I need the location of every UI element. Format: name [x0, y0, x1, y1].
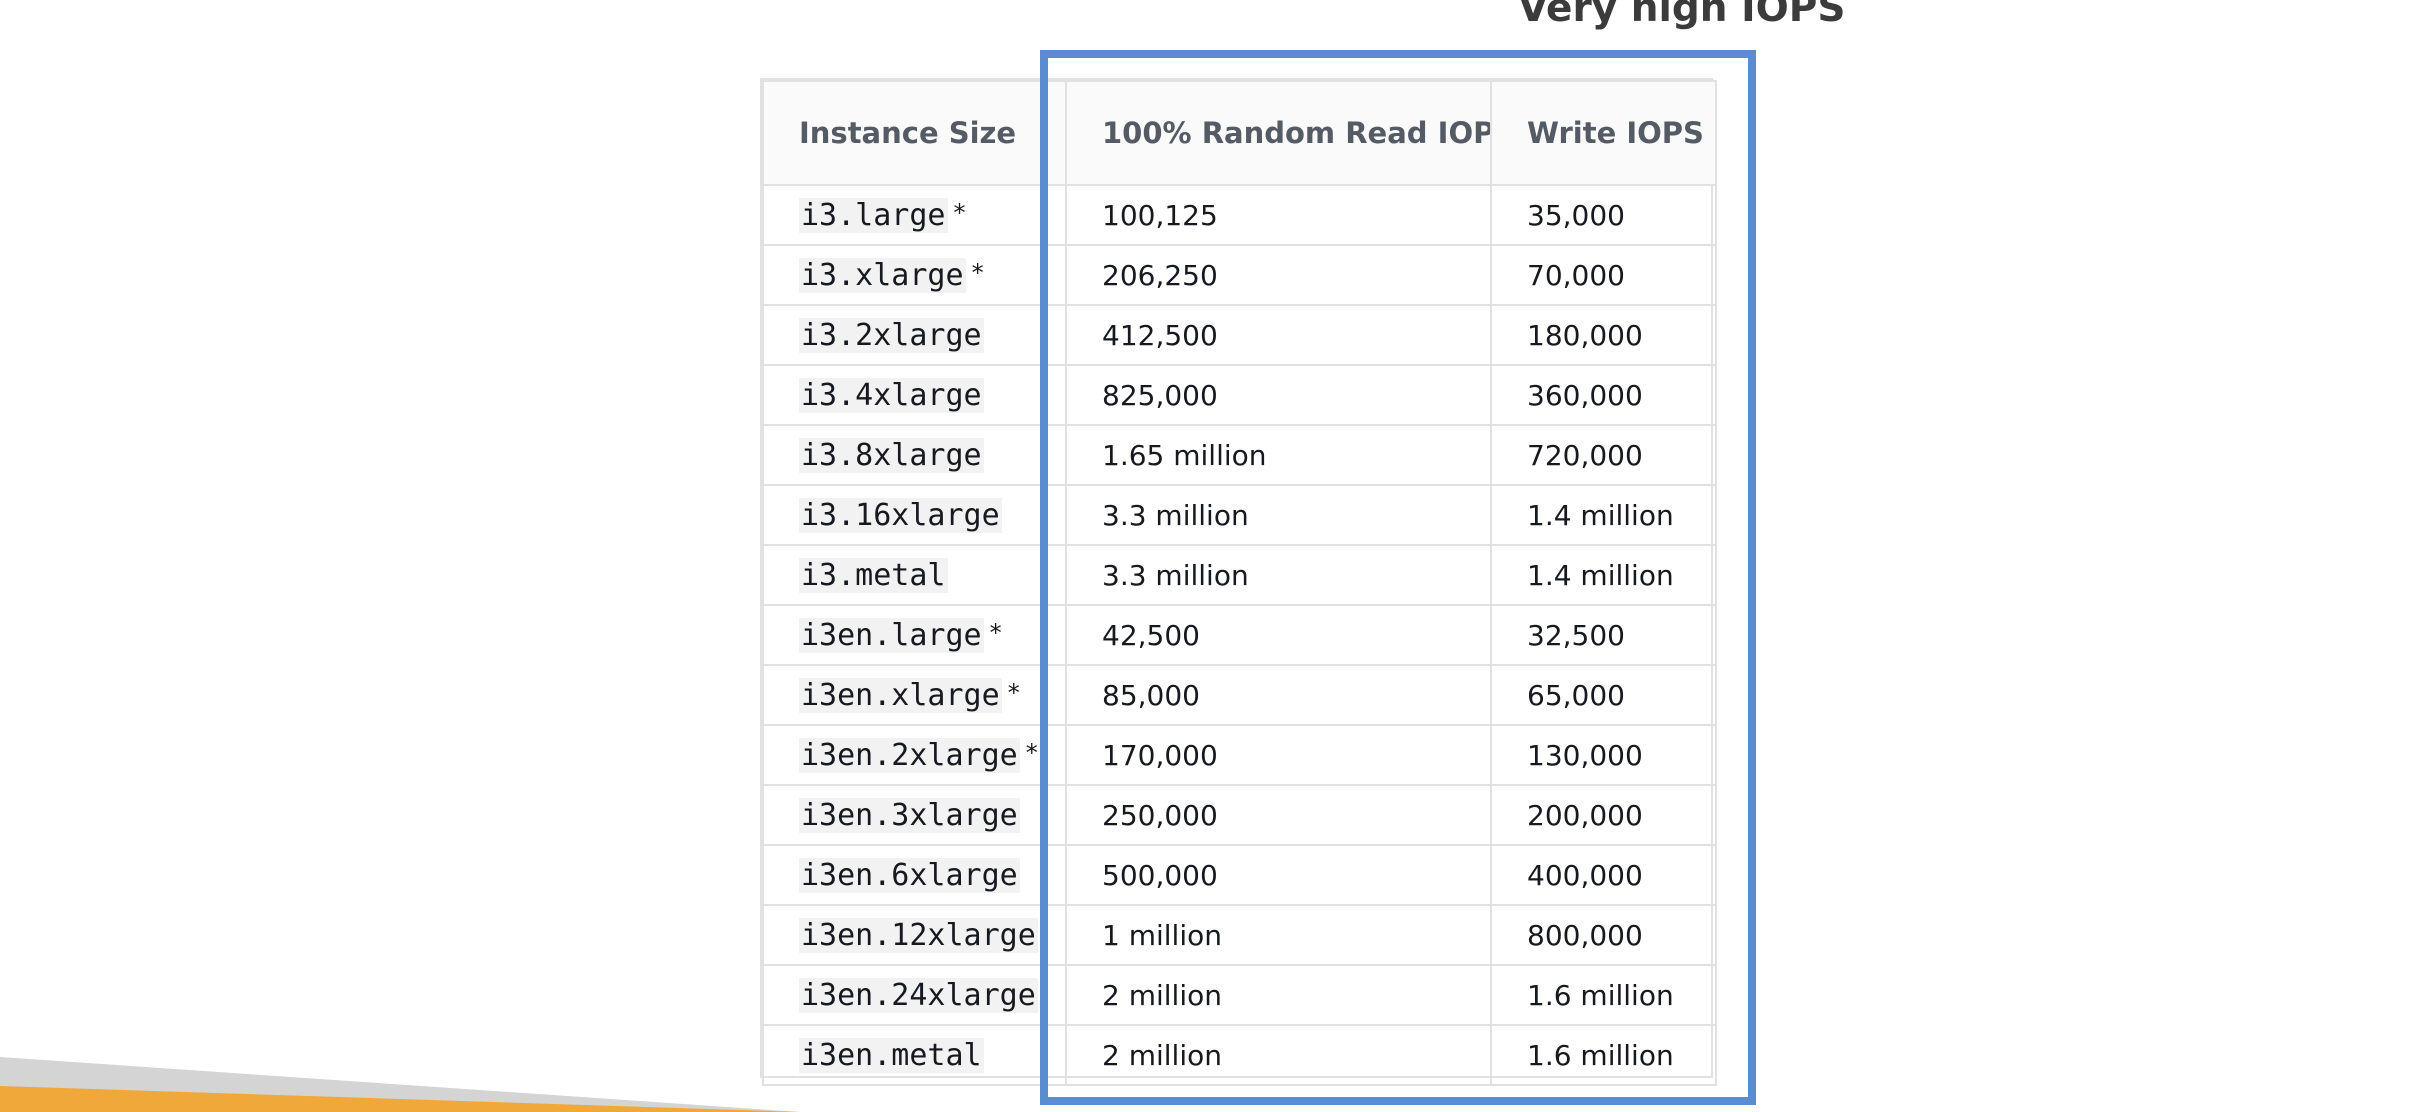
table-header-row: Instance Size 100% Random Read IOPS Writ… [762, 80, 1717, 186]
read-iops-cell: 412,500 [1065, 304, 1492, 366]
write-iops-cell: 180,000 [1490, 304, 1717, 366]
callout-label: Very high IOPS [1518, 0, 1846, 31]
instance-size-code: i3en.24xlarge [799, 977, 1038, 1013]
instance-size-code: i3.2xlarge [799, 317, 984, 353]
instance-size-cell: i3en.3xlarge [762, 784, 1067, 846]
instance-size-cell: i3en.12xlarge [762, 904, 1067, 966]
footnote-star: * [971, 258, 984, 287]
instance-size-code: i3.8xlarge [799, 437, 984, 473]
read-iops-cell: 206,250 [1065, 244, 1492, 306]
instance-size-code: i3en.metal [799, 1037, 984, 1073]
footnote-star: * [989, 618, 1002, 647]
table-row: i3en.large * 42,500 32,500 [762, 604, 1717, 666]
write-iops-cell: 65,000 [1490, 664, 1717, 726]
column-header-read-iops: 100% Random Read IOPS [1065, 80, 1492, 186]
read-iops-cell: 85,000 [1065, 664, 1492, 726]
instance-size-cell: i3en.metal [762, 1024, 1067, 1086]
table-row: i3.2xlarge 412,500 180,000 [762, 304, 1717, 366]
read-iops-cell: 170,000 [1065, 724, 1492, 786]
column-header-instance-size: Instance Size [762, 80, 1067, 186]
footnote-star: * [1007, 678, 1020, 707]
instance-size-cell: i3.16xlarge [762, 484, 1067, 546]
instance-size-cell: i3.large * [762, 184, 1067, 246]
table-row: i3en.metal 2 million 1.6 million [762, 1024, 1717, 1086]
instance-size-cell: i3en.large * [762, 604, 1067, 666]
iops-table-container: Instance Size 100% Random Read IOPS Writ… [760, 78, 1717, 1086]
instance-size-cell: i3.2xlarge [762, 304, 1067, 366]
instance-size-code: i3.large [799, 197, 948, 233]
read-iops-cell: 3.3 million [1065, 544, 1492, 606]
instance-size-code: i3en.large [799, 617, 984, 653]
instance-size-cell: i3.8xlarge [762, 424, 1067, 486]
instance-size-code: i3en.xlarge [799, 677, 1002, 713]
table-row: i3.metal 3.3 million 1.4 million [762, 544, 1717, 606]
table-row: i3.4xlarge 825,000 360,000 [762, 364, 1717, 426]
write-iops-cell: 1.4 million [1490, 544, 1717, 606]
table-row: i3.16xlarge 3.3 million 1.4 million [762, 484, 1717, 546]
read-iops-cell: 1 million [1065, 904, 1492, 966]
instance-size-code: i3en.3xlarge [799, 797, 1020, 833]
read-iops-cell: 1.65 million [1065, 424, 1492, 486]
column-header-write-iops: Write IOPS [1490, 80, 1717, 186]
read-iops-cell: 825,000 [1065, 364, 1492, 426]
instance-size-cell: i3en.24xlarge [762, 964, 1067, 1026]
table-row: i3.large * 100,125 35,000 [762, 184, 1717, 246]
footnote-star: * [953, 198, 966, 227]
read-iops-cell: 42,500 [1065, 604, 1492, 666]
instance-size-code: i3en.6xlarge [799, 857, 1020, 893]
table-body: i3.large * 100,125 35,000 i3.xlarge * 206,250 7… [762, 184, 1717, 1086]
write-iops-cell: 130,000 [1490, 724, 1717, 786]
iops-table: Instance Size 100% Random Read IOPS Writ… [762, 80, 1717, 1086]
read-iops-cell: 500,000 [1065, 844, 1492, 906]
write-iops-cell: 800,000 [1490, 904, 1717, 966]
table-row: i3.xlarge * 206,250 70,000 [762, 244, 1717, 306]
table-row: i3en.6xlarge 500,000 400,000 [762, 844, 1717, 906]
table-row: i3en.12xlarge 1 million 800,000 [762, 904, 1717, 966]
write-iops-cell: 400,000 [1490, 844, 1717, 906]
instance-size-cell: i3.xlarge * [762, 244, 1067, 306]
instance-size-cell: i3.4xlarge [762, 364, 1067, 426]
read-iops-cell: 250,000 [1065, 784, 1492, 846]
orange-swoosh-shape [0, 1086, 800, 1112]
instance-size-cell: i3.metal [762, 544, 1067, 606]
read-iops-cell: 100,125 [1065, 184, 1492, 246]
read-iops-cell: 3.3 million [1065, 484, 1492, 546]
table-row: i3.8xlarge 1.65 million 720,000 [762, 424, 1717, 486]
read-iops-cell: 2 million [1065, 964, 1492, 1026]
instance-size-code: i3.4xlarge [799, 377, 984, 413]
table-row: i3en.3xlarge 250,000 200,000 [762, 784, 1717, 846]
footnote-star: * [1025, 738, 1038, 767]
write-iops-cell: 360,000 [1490, 364, 1717, 426]
read-iops-cell: 2 million [1065, 1024, 1492, 1086]
table-row: i3en.24xlarge 2 million 1.6 million [762, 964, 1717, 1026]
instance-size-cell: i3en.2xlarge * [762, 724, 1067, 786]
write-iops-cell: 1.6 million [1490, 964, 1717, 1026]
instance-size-code: i3.16xlarge [799, 497, 1002, 533]
table-row: i3en.2xlarge * 170,000 130,000 [762, 724, 1717, 786]
write-iops-cell: 70,000 [1490, 244, 1717, 306]
instance-size-code: i3en.12xlarge [799, 917, 1038, 953]
instance-size-code: i3.xlarge [799, 257, 966, 293]
instance-size-cell: i3en.xlarge * [762, 664, 1067, 726]
write-iops-cell: 720,000 [1490, 424, 1717, 486]
table-row: i3en.xlarge * 85,000 65,000 [762, 664, 1717, 726]
instance-size-code: i3.metal [799, 557, 948, 593]
write-iops-cell: 32,500 [1490, 604, 1717, 666]
write-iops-cell: 1.4 million [1490, 484, 1717, 546]
instance-size-code: i3en.2xlarge [799, 737, 1020, 773]
write-iops-cell: 200,000 [1490, 784, 1717, 846]
write-iops-cell: 35,000 [1490, 184, 1717, 246]
write-iops-cell: 1.6 million [1490, 1024, 1717, 1086]
instance-size-cell: i3en.6xlarge [762, 844, 1067, 906]
